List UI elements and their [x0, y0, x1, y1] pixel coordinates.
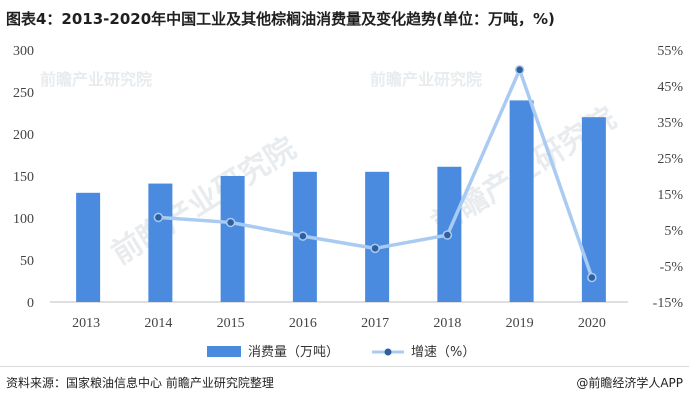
left-tick-label: 50: [20, 254, 34, 269]
footer-divider: [0, 366, 689, 367]
x-tick-label: 2020: [578, 316, 606, 331]
legend-line-marker: [384, 348, 392, 356]
right-tick-label: 35%: [657, 116, 683, 131]
growth-point: [370, 243, 380, 254]
legend-bar-swatch: [207, 346, 241, 357]
left-tick-label: 200: [13, 128, 34, 143]
right-tick-label: 15%: [657, 188, 683, 203]
x-axis: 2013 2014 2015 2016 2017 2018 2019 2020: [72, 316, 606, 331]
consumption-bar: [509, 100, 534, 303]
x-tick-label: 2018: [433, 316, 461, 331]
right-tick-label: -15%: [653, 296, 684, 311]
left-tick-label: 100: [13, 212, 34, 227]
consumption-bar: [220, 176, 245, 302]
legend-bar-label: 消费量（万吨）: [248, 345, 339, 360]
source-note: 资料来源：国家粮油信息中心 前瞻产业研究院整理: [6, 376, 274, 390]
consumption-bar: [365, 171, 390, 302]
left-tick-label: 300: [13, 44, 34, 59]
right-tick-label: 25%: [657, 152, 683, 167]
left-axis: 0 50 100 150 200 250 300: [13, 44, 34, 311]
chart-title: 图表4：2013-2020年中国工业及其他棕榈油消费量及变化趋势(单位：万吨，%…: [6, 10, 555, 28]
growth-point: [153, 212, 164, 223]
left-tick-label: 0: [27, 296, 34, 311]
watermark-text: 前瞻产业研究院: [370, 70, 482, 89]
brand-credit: @前瞻经济学人APP: [576, 376, 683, 390]
growth-point: [225, 217, 236, 228]
growth-point: [298, 231, 308, 241]
consumption-bar: [581, 117, 606, 302]
left-tick-label: 250: [13, 86, 34, 101]
x-tick-label: 2019: [506, 316, 534, 331]
right-axis: -15% -5% 5% 15% 25% 35% 45% 55%: [653, 44, 684, 311]
growth-point: [442, 230, 453, 240]
consumption-bar: [148, 183, 173, 302]
x-tick-label: 2016: [289, 316, 317, 331]
left-tick-label: 150: [13, 170, 34, 185]
x-tick-label: 2014: [144, 316, 172, 331]
growth-point: [514, 65, 525, 75]
bars: [76, 100, 606, 303]
consumption-bar: [76, 192, 101, 302]
right-tick-label: 45%: [657, 80, 683, 95]
right-tick-label: -5%: [660, 260, 684, 275]
watermark-text: 前瞻产业研究院: [40, 70, 152, 89]
x-tick-label: 2013: [72, 316, 100, 331]
growth-line: [153, 65, 597, 283]
legend-line-label: 增速（%）: [411, 345, 475, 360]
x-tick-label: 2015: [217, 316, 245, 331]
right-tick-label: 5%: [664, 224, 683, 239]
legend: 消费量（万吨） 增速（%）: [207, 345, 475, 360]
watermark-text: 前瞻产业研究院: [106, 131, 303, 272]
growth-point: [587, 272, 597, 283]
x-tick-label: 2017: [361, 316, 389, 331]
right-tick-label: 55%: [657, 44, 683, 59]
